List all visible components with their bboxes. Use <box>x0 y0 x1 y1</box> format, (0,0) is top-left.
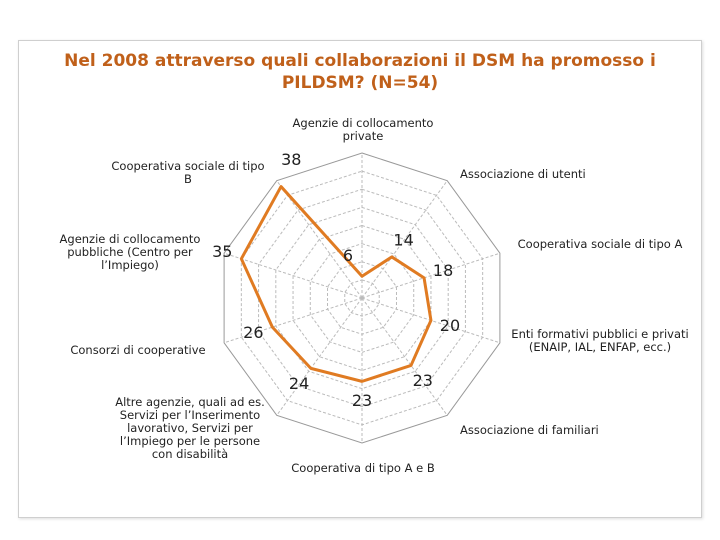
data-label: 20 <box>440 316 460 335</box>
spoke <box>276 180 363 299</box>
data-line <box>239 185 433 383</box>
category-label: Altre agenzie, quali ad es. Servizi per … <box>115 395 265 461</box>
data-label: 38 <box>281 150 301 169</box>
spoke <box>361 297 448 416</box>
data-label: 26 <box>243 323 263 342</box>
spoke <box>223 252 363 299</box>
spoke <box>361 180 448 299</box>
category-label: Cooperativa sociale di tipo B <box>111 159 265 186</box>
category-label: Associazione di familiari <box>460 423 599 437</box>
category-label: Consorzi di cooperative <box>70 343 206 357</box>
grid-ring <box>223 152 501 444</box>
data-label: 6 <box>343 246 353 265</box>
category-label: Agenzie di collocamento private <box>292 116 434 143</box>
category-label: Agenzie di collocamento pubbliche (Centr… <box>59 232 201 272</box>
data-label: 14 <box>393 230 413 249</box>
chart-title: Nel 2008 attraverso quali collaborazioni… <box>64 51 656 93</box>
data-label: 24 <box>289 374 309 393</box>
spoke <box>276 297 363 416</box>
category-label: Associazione di utenti <box>460 167 586 181</box>
spoke <box>361 252 501 299</box>
spoke <box>223 297 363 344</box>
data-label: 35 <box>212 242 232 261</box>
category-label: Cooperativa di tipo A e B <box>291 461 435 475</box>
data-label: 18 <box>433 261 453 280</box>
grid-ring <box>309 243 415 353</box>
category-label: Cooperativa sociale di tipo A <box>517 237 683 251</box>
grid-ring <box>258 188 466 408</box>
data-label: 23 <box>413 371 433 390</box>
frame <box>18 40 702 518</box>
category-label: Enti formativi pubblici e privati (ENAIP… <box>511 327 689 354</box>
data-label: 23 <box>352 391 372 410</box>
grid-ring <box>344 279 380 317</box>
